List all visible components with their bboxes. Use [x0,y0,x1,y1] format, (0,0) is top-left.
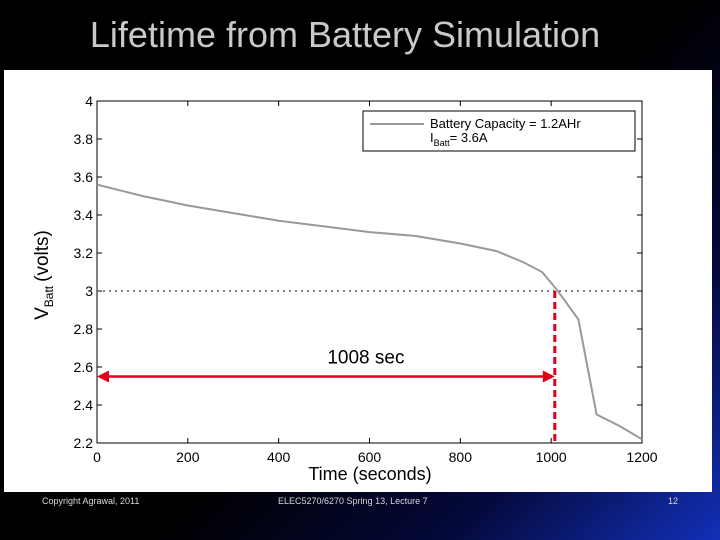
x-ticks: 0 200 400 600 800 1000 1200 [93,101,658,465]
legend-box [362,110,636,152]
y-axis-label-unit: (volts) [32,230,53,282]
y-tick-label: 3 [85,283,93,299]
y-axis-label-main: V [32,307,53,320]
legend-line2-main: I [430,130,434,145]
x-tick-label: 1200 [626,449,657,465]
legend-line2: IBatt= 3.6A [430,130,488,148]
y-ticks: 2.2 2.4 2.6 2.8 3 3.2 3.4 3.6 3.8 4 [74,93,642,451]
x-axis-label: Time (seconds) [308,464,431,484]
lifetime-annotation: 1008 sec [97,291,557,443]
x-tick-label: 1000 [536,449,567,465]
y-tick-label: 2.6 [74,359,94,375]
legend-line1: Battery Capacity = 1.2AHr [430,116,581,131]
footer-copyright: Copyright Agrawal, 2011 [42,496,140,506]
footer-page-number: 12 [668,496,679,506]
battery-voltage-chart: 2.2 2.4 2.6 2.8 3 3.2 3.4 3.6 3.8 4 0 200 400 600 800… [32,93,658,484]
slide-title: Lifetime from Battery Simulation [89,14,601,55]
x-tick-label: 0 [93,449,101,465]
arrow-head-left [97,370,109,383]
legend-line2-sub: Batt [434,138,451,148]
y-tick-label: 3.2 [74,245,94,261]
footer-course: ELEC5270/6270 Spring 13, Lecture 7 [278,496,428,506]
y-axis-label-sub: Batt [42,285,56,307]
y-tick-label: 2.2 [74,435,94,451]
x-tick-label: 600 [358,449,382,465]
y-tick-label: 3.8 [74,131,94,147]
legend-line2-rest: = 3.6A [450,130,488,145]
lifetime-label: 1008 sec [327,348,404,369]
y-tick-label: 3.4 [74,207,94,223]
y-tick-label: 2.4 [74,397,94,413]
y-tick-label: 2.8 [74,321,94,337]
arrow-head-right [542,370,555,383]
y-axis-label: VBatt (volts) [32,230,56,320]
y-tick-label: 3.6 [74,169,94,185]
x-tick-label: 800 [449,449,473,465]
y-tick-label: 4 [85,93,93,109]
legend: Battery Capacity = 1.2AHr IBatt= 3.6A [362,110,636,152]
voltage-series-line [96,183,643,441]
axes-box [96,100,643,444]
x-tick-label: 400 [267,449,291,465]
x-tick-label: 200 [176,449,200,465]
plot-panel: 2.2 2.4 2.6 2.8 3 3.2 3.4 3.6 3.8 4 0 200 400 600 800… [4,70,712,492]
